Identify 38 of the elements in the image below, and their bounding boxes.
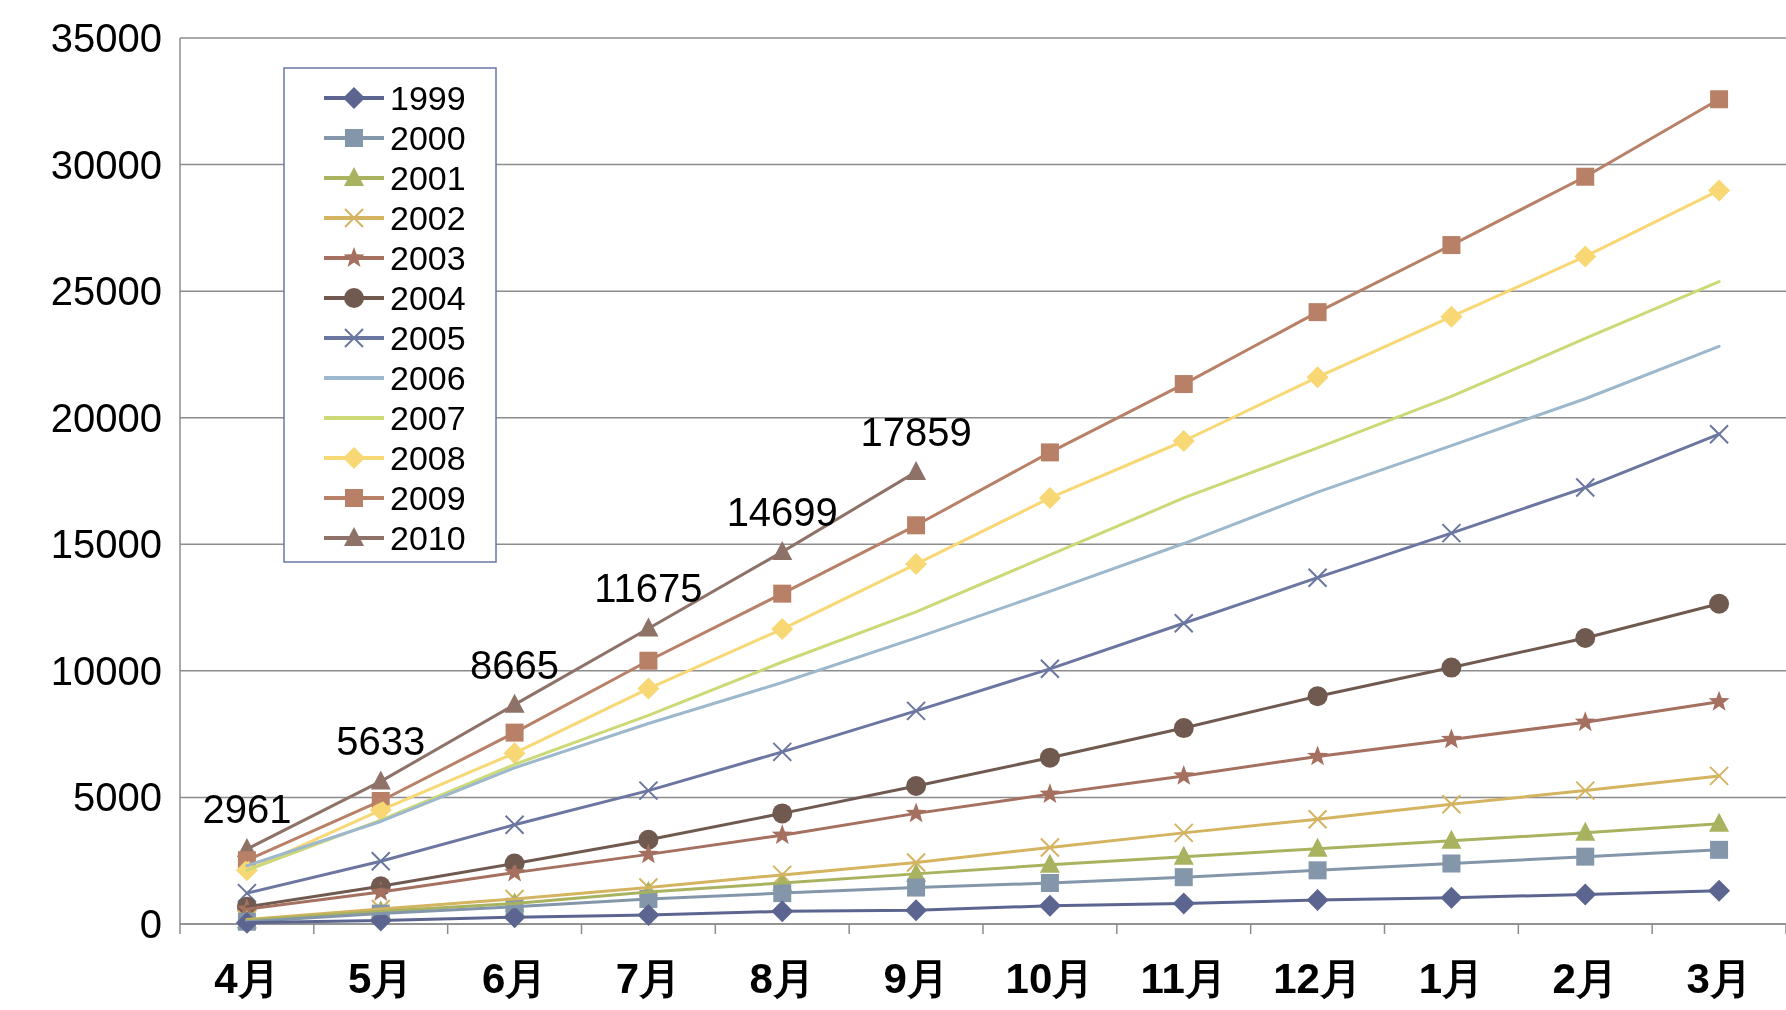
y-tick-label: 20000 — [50, 395, 162, 440]
data-label: 11675 — [594, 566, 703, 611]
x-tick-label: 12月 — [1273, 955, 1362, 1002]
legend-label: 2009 — [390, 478, 466, 517]
x-tick-label: 5月 — [348, 955, 414, 1002]
data-label: 14699 — [726, 489, 838, 534]
x-tick-label: 8月 — [749, 955, 815, 1002]
x-tick-label: 1月 — [1418, 955, 1485, 1002]
legend-label: 2006 — [390, 358, 466, 397]
x-tick-label: 3月 — [1686, 955, 1752, 1002]
y-tick-label: 5000 — [73, 775, 162, 820]
data-label: 17859 — [860, 409, 972, 454]
legend-label: 1999 — [390, 78, 466, 117]
y-tick-label: 0 — [139, 902, 162, 946]
legend-label: 2002 — [390, 198, 466, 237]
legend-label: 2000 — [390, 118, 466, 157]
legend-label: 2003 — [390, 238, 466, 277]
x-tick-label: 7月 — [615, 955, 682, 1002]
x-tick-label: 4月 — [214, 955, 280, 1002]
legend-label: 2004 — [390, 278, 466, 317]
legend-label: 2001 — [390, 158, 466, 197]
y-tick-label: 15000 — [50, 522, 162, 567]
x-tick-label: 6月 — [481, 955, 548, 1002]
data-label: 5633 — [336, 719, 426, 764]
y-tick-label: 25000 — [50, 269, 162, 314]
y-tick-label: 30000 — [50, 142, 162, 187]
data-label: 8665 — [470, 642, 560, 687]
x-tick-label: 2月 — [1552, 955, 1618, 1002]
y-tick-label: 10000 — [50, 648, 162, 693]
data-label: 2961 — [202, 787, 292, 832]
y-tick-label: 35000 — [50, 16, 162, 60]
x-tick-label: 11月 — [1140, 955, 1227, 1002]
x-tick-label: 9月 — [883, 955, 949, 1002]
legend-label: 2010 — [390, 518, 466, 557]
legend-label: 2007 — [390, 398, 466, 437]
legend-label: 2008 — [390, 438, 466, 477]
legend-label: 2005 — [390, 318, 466, 357]
x-tick-label: 10月 — [1005, 955, 1095, 1002]
